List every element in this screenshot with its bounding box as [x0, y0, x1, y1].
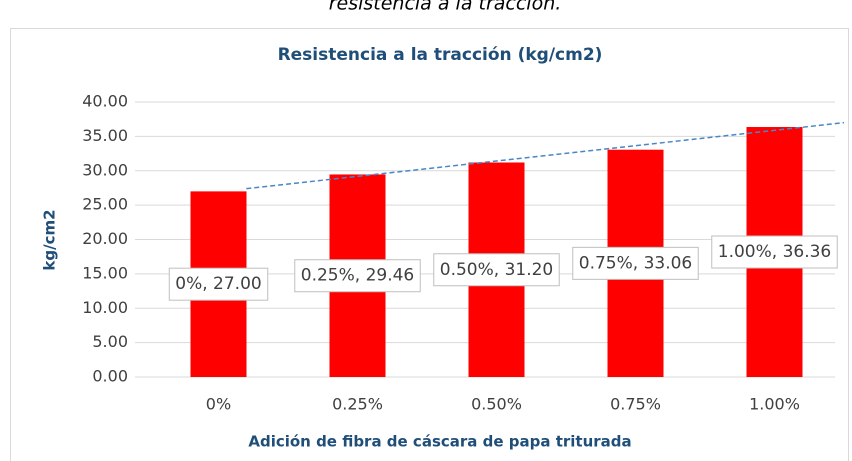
y-axis-label: kg/cm2	[41, 209, 59, 270]
data-label: 0.75%, 33.06	[579, 253, 692, 273]
y-tick-label: 15.00	[82, 263, 128, 282]
caption: resistencia a la tracción.	[329, 0, 562, 15]
x-tick-label: 1.00%	[749, 395, 800, 414]
y-tick-label: 10.00	[82, 298, 128, 317]
y-tick-label: 25.00	[82, 195, 128, 214]
chart-frame	[10, 28, 849, 461]
data-label: 1.00%, 36.36	[718, 242, 831, 262]
data-label-box	[168, 267, 269, 301]
x-tick-label: 0%	[206, 395, 231, 414]
data-label-box	[294, 259, 421, 293]
y-tick-label: 0.00	[92, 367, 128, 386]
y-tick-label: 20.00	[82, 229, 128, 248]
x-tick-label: 0.25%	[332, 395, 383, 414]
x-axis-label: Adición de fibra de cáscara de papa trit…	[248, 433, 631, 451]
y-tick-label: 30.00	[82, 160, 128, 179]
data-label: 0.50%, 31.20	[440, 260, 553, 280]
x-tick-label: 0.75%	[610, 395, 661, 414]
trendline	[246, 121, 845, 190]
y-tick-label: 40.00	[82, 92, 128, 111]
x-tick-label: 0.50%	[471, 395, 522, 414]
data-label: 0%, 27.00	[175, 274, 261, 294]
chart-title: Resistencia a la tracción (kg/cm2)	[278, 45, 603, 65]
data-label: 0.25%, 29.46	[301, 266, 414, 286]
y-tick-label: 5.00	[92, 332, 128, 351]
data-label-box	[433, 253, 560, 287]
data-label-box	[572, 246, 699, 280]
data-label-box	[711, 235, 838, 269]
y-tick-label: 35.00	[82, 126, 128, 145]
